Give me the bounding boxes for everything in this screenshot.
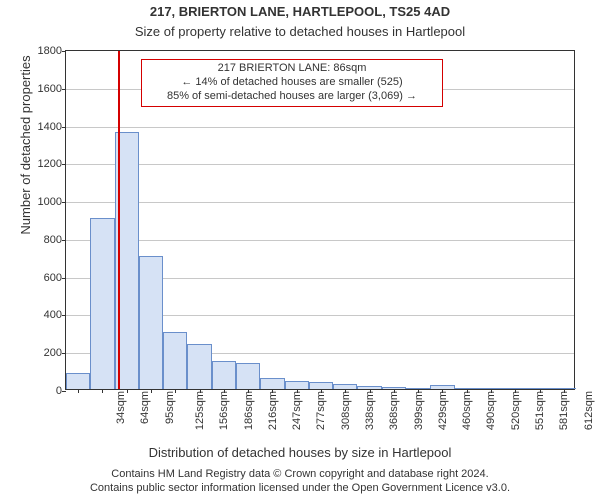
xtick-mark — [200, 389, 201, 393]
ytick-label: 1200 — [38, 158, 66, 170]
xtick-label: 216sqm — [267, 391, 279, 430]
x-axis-label: Distribution of detached houses by size … — [0, 445, 600, 460]
xtick-mark — [127, 389, 128, 393]
gridline — [66, 202, 574, 203]
xtick-label: 338sqm — [364, 391, 376, 430]
footer-line1: Contains HM Land Registry data © Crown c… — [0, 468, 600, 482]
xtick-mark — [394, 389, 395, 393]
xtick-mark — [564, 389, 565, 393]
histogram-bar — [139, 256, 163, 389]
ytick-label: 800 — [44, 234, 66, 246]
xtick-label: 64sqm — [139, 391, 151, 424]
xtick-mark — [321, 389, 322, 393]
xtick-label: 308sqm — [340, 391, 352, 430]
xtick-mark — [175, 389, 176, 393]
xtick-label: 34sqm — [115, 391, 127, 424]
histogram-bar — [285, 381, 309, 390]
xtick-label: 399sqm — [413, 391, 425, 430]
footer: Contains HM Land Registry data © Crown c… — [0, 468, 600, 496]
xtick-label: 186sqm — [243, 391, 255, 430]
y-axis-label: Number of detached properties — [18, 0, 33, 315]
histogram-bar — [187, 344, 211, 389]
xtick-mark — [297, 389, 298, 393]
xtick-mark — [370, 389, 371, 393]
histogram-bar — [260, 378, 284, 389]
xtick-label: 156sqm — [218, 391, 230, 430]
xtick-mark — [102, 389, 103, 393]
ytick-label: 600 — [44, 272, 66, 284]
ytick-label: 1400 — [38, 121, 66, 133]
xtick-label: 277sqm — [316, 391, 328, 430]
ytick-label: 400 — [44, 309, 66, 321]
histogram-bar — [90, 218, 114, 389]
reference-line — [118, 51, 120, 389]
xtick-mark — [151, 389, 152, 393]
xtick-label: 368sqm — [388, 391, 400, 430]
ytick-label: 200 — [44, 347, 66, 359]
xtick-mark — [345, 389, 346, 393]
ytick-label: 0 — [56, 385, 66, 397]
histogram-bar — [309, 382, 333, 389]
xtick-mark — [418, 389, 419, 393]
xtick-label: 612sqm — [583, 391, 595, 430]
xtick-mark — [540, 389, 541, 393]
gridline — [66, 240, 574, 241]
histogram-bar — [163, 332, 187, 389]
footer-line2: Contains public sector information licen… — [0, 482, 600, 496]
chart-subtitle: Size of property relative to detached ho… — [0, 24, 600, 39]
plot-area: 02004006008001000120014001600180034sqm64… — [65, 50, 575, 390]
gridline — [66, 164, 574, 165]
xtick-label: 490sqm — [486, 391, 498, 430]
histogram-bar — [236, 363, 260, 389]
histogram-bar — [66, 373, 90, 389]
ytick-label: 1600 — [38, 83, 66, 95]
xtick-mark — [467, 389, 468, 393]
xtick-mark — [224, 389, 225, 393]
xtick-label: 125sqm — [194, 391, 206, 430]
annotation-box: 217 BRIERTON LANE: 86sqm ← 14% of detach… — [141, 59, 443, 107]
ytick-label: 1000 — [38, 196, 66, 208]
xtick-label: 247sqm — [291, 391, 303, 430]
xtick-label: 551sqm — [534, 391, 546, 430]
annotation-line1: 217 BRIERTON LANE: 86sqm — [148, 62, 436, 76]
xtick-label: 520sqm — [510, 391, 522, 430]
xtick-mark — [248, 389, 249, 393]
xtick-label: 460sqm — [461, 391, 473, 430]
annotation-line2: ← 14% of detached houses are smaller (52… — [148, 76, 436, 90]
xtick-mark — [515, 389, 516, 393]
ytick-label: 1800 — [38, 45, 66, 57]
xtick-mark — [272, 389, 273, 393]
xtick-label: 429sqm — [437, 391, 449, 430]
xtick-label: 95sqm — [164, 391, 176, 424]
chart-container: 217, BRIERTON LANE, HARTLEPOOL, TS25 4AD… — [0, 0, 600, 500]
annotation-line3: 85% of semi-detached houses are larger (… — [148, 90, 436, 104]
xtick-mark — [78, 389, 79, 393]
xtick-label: 581sqm — [558, 391, 570, 430]
gridline — [66, 127, 574, 128]
xtick-mark — [442, 389, 443, 393]
histogram-bar — [212, 361, 236, 389]
chart-title: 217, BRIERTON LANE, HARTLEPOOL, TS25 4AD — [0, 4, 600, 19]
xtick-mark — [491, 389, 492, 393]
